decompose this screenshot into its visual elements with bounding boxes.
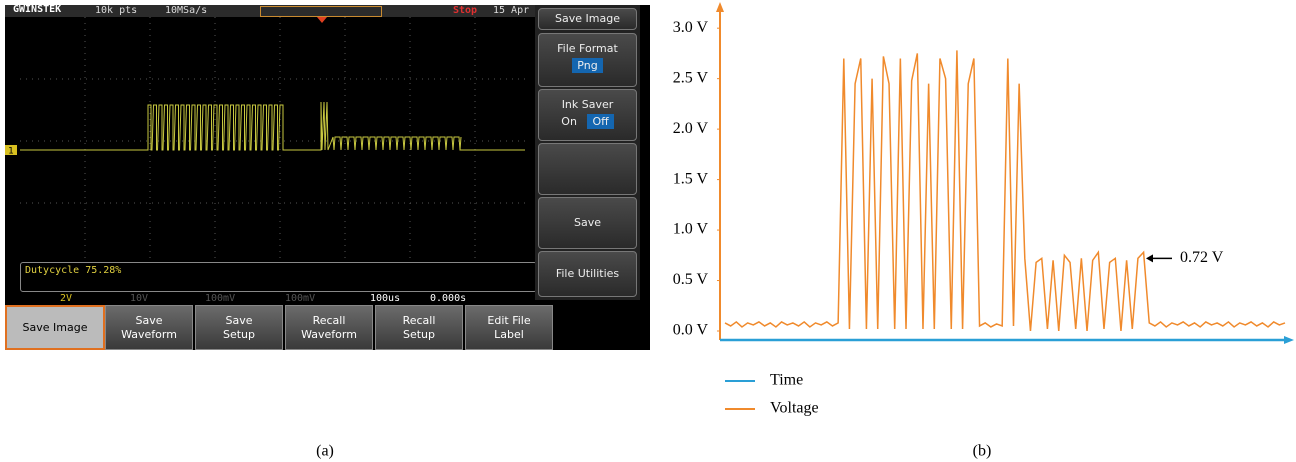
y-tick-label: 2.5 V	[673, 69, 709, 86]
y-tick-label: 0.0 V	[673, 322, 709, 339]
panel-label: (a)	[316, 443, 334, 460]
annotation: 0.72 V	[1180, 249, 1224, 266]
panel-label: (b)	[973, 443, 992, 460]
legend-label: Voltage	[770, 400, 819, 417]
y-tick-label: 1.0 V	[673, 221, 709, 238]
y-tick-label: 2.0 V	[673, 120, 709, 137]
y-tick-label: 3.0 V	[673, 19, 709, 36]
voltage-line	[725, 50, 1285, 331]
y-tick-label: 1.5 V	[673, 170, 709, 187]
x-axis-arrow	[1284, 336, 1294, 344]
annotation-arrowhead	[1146, 254, 1153, 262]
page: GWINSTEK 10k pts 10MSa/s Stop 15 Apr 1 D…	[0, 0, 1296, 462]
chart: (a) (b) 0.0 V 0.5 V 1.0 V 1.5 V 2.0 V 2.5 V 3.…	[0, 0, 1296, 462]
legend-label: Time	[770, 372, 803, 389]
y-axis-arrow	[716, 2, 724, 12]
y-tick-label: 0.5 V	[673, 271, 709, 288]
